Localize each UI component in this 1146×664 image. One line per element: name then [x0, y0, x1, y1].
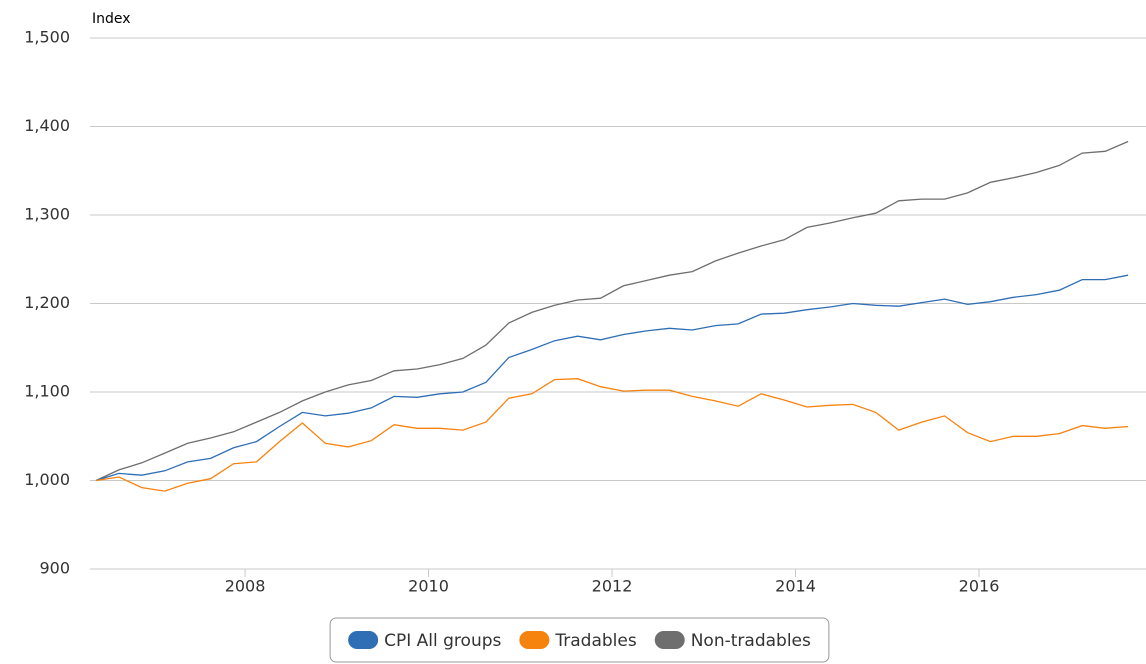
- y-tick-label: 1,100: [24, 382, 70, 401]
- x-tick-label: 2008: [225, 577, 266, 596]
- y-tick-label: 1,200: [24, 293, 70, 312]
- y-tick-label: 900: [39, 559, 70, 578]
- legend-box: [329, 617, 830, 663]
- series-line: [95, 274, 1129, 482]
- legend: CPI All groups Tradables Non-tradables: [329, 617, 830, 663]
- legend-label: CPI All groups: [384, 631, 501, 651]
- x-tick-label: 2010: [408, 577, 449, 596]
- y-tick-label: 1,300: [24, 205, 70, 224]
- legend-swatch: [519, 631, 550, 649]
- x-tick-label: 2014: [775, 577, 816, 596]
- legend-label: Tradables: [554, 631, 636, 651]
- x-tick-label: 2016: [959, 577, 1000, 596]
- y-tick-label: 1,000: [24, 470, 70, 489]
- y-axis-label: Index: [92, 11, 131, 27]
- series-line: [95, 140, 1129, 482]
- legend-swatch: [348, 631, 379, 649]
- x-tick-label: 2012: [592, 577, 633, 596]
- y-tick-label: 1,400: [24, 116, 70, 135]
- legend-swatch: [654, 631, 685, 649]
- series-line: [95, 378, 1129, 492]
- y-tick-label: 1,500: [24, 28, 70, 47]
- legend-label: Non-tradables: [691, 631, 811, 651]
